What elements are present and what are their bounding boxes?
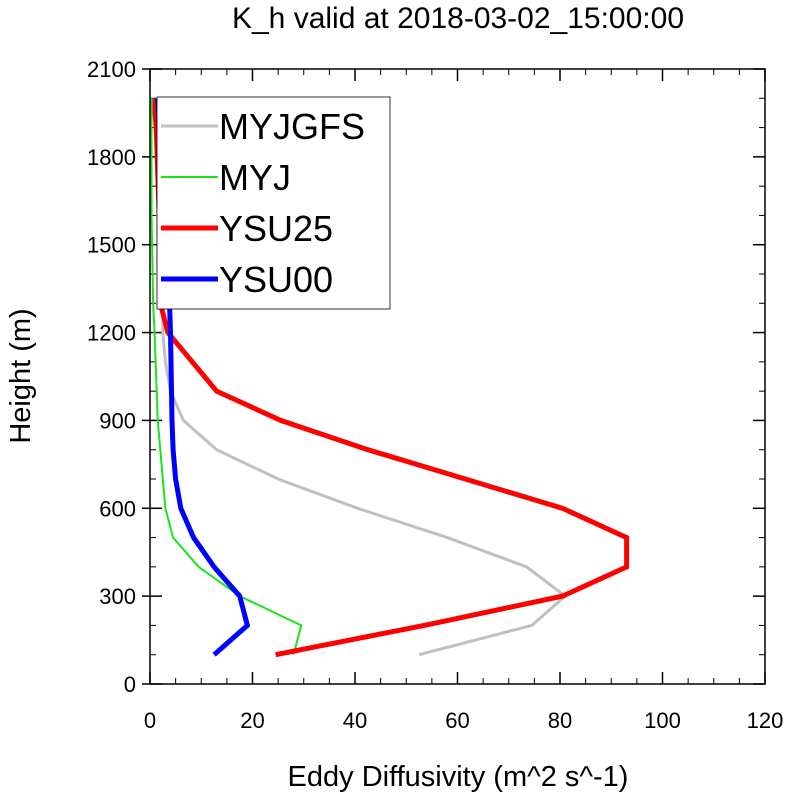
legend-box <box>156 96 391 310</box>
x-tick-label: 40 <box>343 708 367 733</box>
legend-label: MYJGFS <box>219 106 365 147</box>
y-tick-label: 1200 <box>87 321 136 346</box>
y-tick-label: 2100 <box>87 57 136 82</box>
y-tick-label: 300 <box>99 584 136 609</box>
x-tick-label: 80 <box>548 708 572 733</box>
y-tick-label: 0 <box>124 672 136 697</box>
legend-label: MYJ <box>219 157 291 198</box>
x-tick-label: 20 <box>240 708 264 733</box>
y-tick-label: 1800 <box>87 145 136 170</box>
x-tick-label: 120 <box>747 708 784 733</box>
chart-title: K_h valid at 2018-03-02_15:00:00 <box>232 2 684 35</box>
y-axis-label: Height (m) <box>5 308 37 443</box>
y-tick-label: 600 <box>99 496 136 521</box>
x-axis-label: Eddy Diffusivity (m^2 s^-1) <box>288 761 629 793</box>
y-tick-label: 900 <box>99 408 136 433</box>
series-line-myj <box>150 98 303 655</box>
axis-ticks: 0 20 40 60 80 100 1200300600900120015001800210… <box>87 57 783 733</box>
legend: MYJGFS MYJ YSU25 YSU00 <box>156 96 391 310</box>
x-tick-label: 60 <box>445 708 469 733</box>
legend-label: YSU00 <box>219 259 333 300</box>
x-tick-label: 100 <box>644 708 681 733</box>
plot-frame <box>149 68 766 685</box>
y-tick-label: 1500 <box>87 233 136 258</box>
legend-label: YSU25 <box>219 208 333 249</box>
x-tick-label: 0 <box>144 708 156 733</box>
